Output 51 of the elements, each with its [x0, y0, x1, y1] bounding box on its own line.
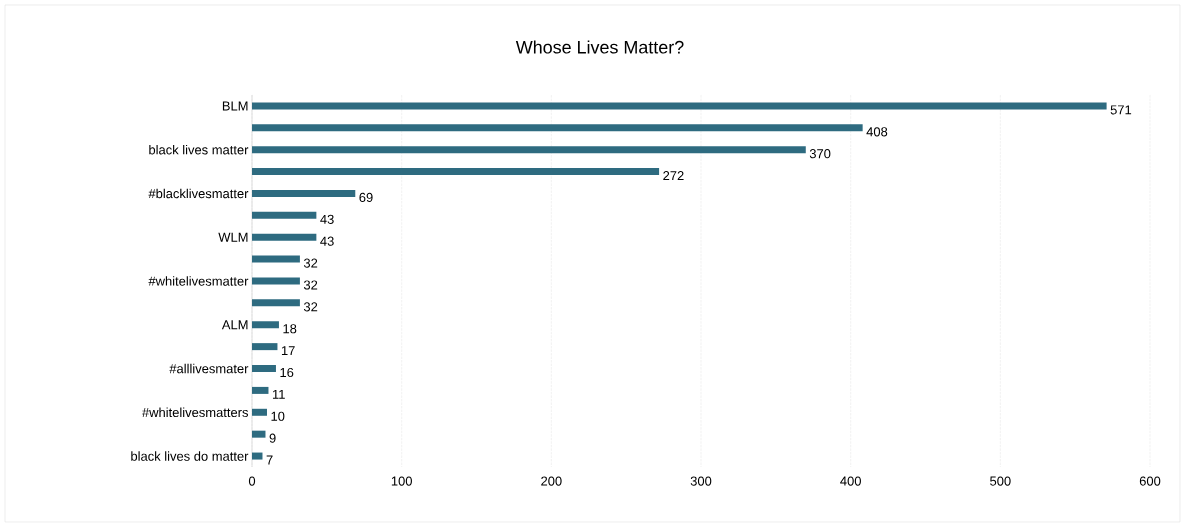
x-tick-label: 100 [391, 476, 412, 486]
y-tick-label: #alllivesmater [169, 363, 249, 374]
data-label: 32 [303, 258, 318, 268]
bar [252, 146, 806, 154]
data-label: 10 [271, 411, 285, 421]
y-tick-label: #whitelivesmatters [142, 407, 249, 418]
bar [252, 386, 269, 394]
y-tick-label: BLM [222, 101, 248, 111]
data-label: 32 [303, 280, 318, 290]
x-tick-label: 0 [248, 476, 256, 486]
x-tick-label: 400 [840, 476, 861, 486]
bar [252, 233, 317, 241]
y-tick-label: WLM [218, 232, 248, 242]
x-tick-label: 600 [1139, 476, 1161, 486]
data-label: 32 [303, 302, 318, 312]
data-label: 69 [359, 192, 373, 203]
bar [252, 299, 300, 307]
data-label: 571 [1110, 105, 1132, 115]
data-label: 43 [320, 214, 334, 224]
bar [252, 255, 300, 263]
data-label: 370 [809, 149, 831, 159]
bar [252, 321, 279, 329]
bar [252, 408, 267, 416]
data-label: 272 [663, 171, 684, 181]
data-label: 43 [320, 236, 334, 246]
bar [252, 168, 660, 176]
y-tick-label: black lives do matter [131, 451, 249, 461]
y-tick-label: black lives matter [149, 144, 249, 155]
data-label: 16 [280, 367, 294, 378]
x-tick-label: 200 [541, 476, 562, 486]
bar [252, 102, 1107, 110]
bar [252, 124, 863, 132]
data-label: 7 [266, 455, 273, 465]
x-tick-label: 300 [690, 476, 712, 486]
bar [252, 365, 276, 373]
y-tick-label: #blacklivesmatter [148, 188, 249, 199]
y-tick-label: #whitelivesmatter [148, 276, 249, 286]
bar [252, 189, 356, 197]
bar [252, 430, 266, 438]
data-label: 408 [866, 127, 888, 137]
bar [252, 211, 317, 219]
data-label: 17 [281, 346, 295, 356]
x-tick-label: 500 [990, 476, 1011, 486]
bar [252, 452, 263, 460]
data-label: 11 [272, 389, 285, 399]
data-label: 9 [269, 433, 276, 443]
bar [252, 343, 278, 351]
data-label: 18 [283, 324, 297, 334]
bar [252, 277, 300, 285]
chart-title: Whose Lives Matter? [515, 40, 684, 54]
y-tick-label: ALM [221, 320, 248, 330]
